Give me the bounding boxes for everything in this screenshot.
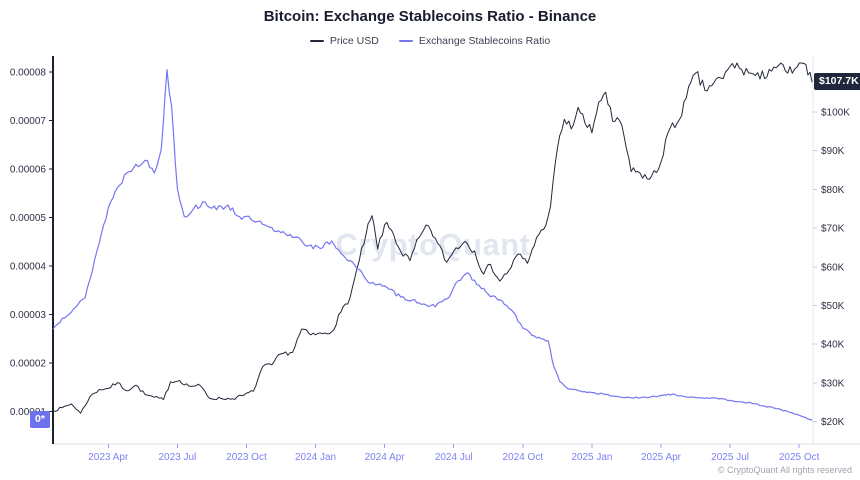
x-axis-tick-label: 2025 Oct	[779, 452, 820, 463]
left-axis-tick-label: 0.00007	[10, 116, 47, 127]
x-axis-tick-label: 2024 Jul	[435, 452, 473, 463]
left-axis-tick-label: 0.00004	[10, 262, 47, 273]
price-usd-legend-marker-icon	[309, 40, 324, 42]
last-ratio-badge: 0*	[30, 411, 50, 429]
right-axis-tick-label: $20K	[821, 417, 845, 428]
right-axis-tick-label: $100K	[821, 107, 850, 118]
copyright-text: © CryptoQuant All rights reserved	[717, 465, 852, 475]
stablecoins-ratio-legend-marker-icon	[398, 40, 413, 42]
x-axis-tick-label: 2023 Jul	[158, 452, 196, 463]
left-axis-tick-label: 0.00008	[10, 68, 47, 79]
left-axis-tick-label: 0.00006	[10, 165, 47, 176]
x-axis-tick-label: 2024 Oct	[503, 452, 544, 463]
x-axis-tick-label: 2024 Jan	[295, 452, 336, 463]
exchange-stablecoins-ratio-line	[52, 69, 813, 421]
legend-item-stablecoins-ratio[interactable]: Exchange Stablecoins Ratio	[398, 35, 551, 47]
right-axis-tick-label: $30K	[821, 378, 845, 389]
right-axis-tick-label: $50K	[821, 301, 845, 312]
stablecoins-ratio-legend-label: Exchange Stablecoins Ratio	[418, 35, 551, 47]
legend: Price USD Exchange Stablecoins Ratio	[0, 35, 860, 47]
left-axis-tick-label: 0.00005	[10, 213, 47, 224]
x-axis-tick-label: 2025 Jul	[711, 452, 749, 463]
left-axis-tick-label: 0.00003	[10, 310, 47, 321]
x-axis-tick-label: 2025 Apr	[641, 452, 682, 463]
x-axis-tick-label: 2023 Apr	[88, 452, 129, 463]
x-axis-tick-label: 2025 Jan	[571, 452, 612, 463]
left-axis-tick-label: 0.00002	[10, 358, 47, 369]
price-usd-legend-label: Price USD	[329, 35, 379, 47]
right-axis-tick-label: $70K	[821, 224, 845, 235]
left-axis-tick-label: 0.00001	[10, 407, 47, 418]
page-title: Bitcoin: Exchange Stablecoins Ratio - Bi…	[263, 8, 597, 25]
right-axis-tick-label: $80K	[821, 185, 845, 196]
x-axis-tick-label: 2024 Apr	[365, 452, 406, 463]
right-axis-tick-label: $40K	[821, 340, 845, 351]
x-axis-tick-label: 2023 Oct	[226, 452, 267, 463]
last-price-badge: $107.7K	[814, 73, 860, 91]
legend-item-price-usd[interactable]: Price USD	[309, 35, 379, 47]
right-axis-tick-label: $60K	[821, 262, 845, 273]
right-axis-tick-label: $90K	[821, 146, 845, 157]
price-usd-line	[52, 62, 813, 414]
